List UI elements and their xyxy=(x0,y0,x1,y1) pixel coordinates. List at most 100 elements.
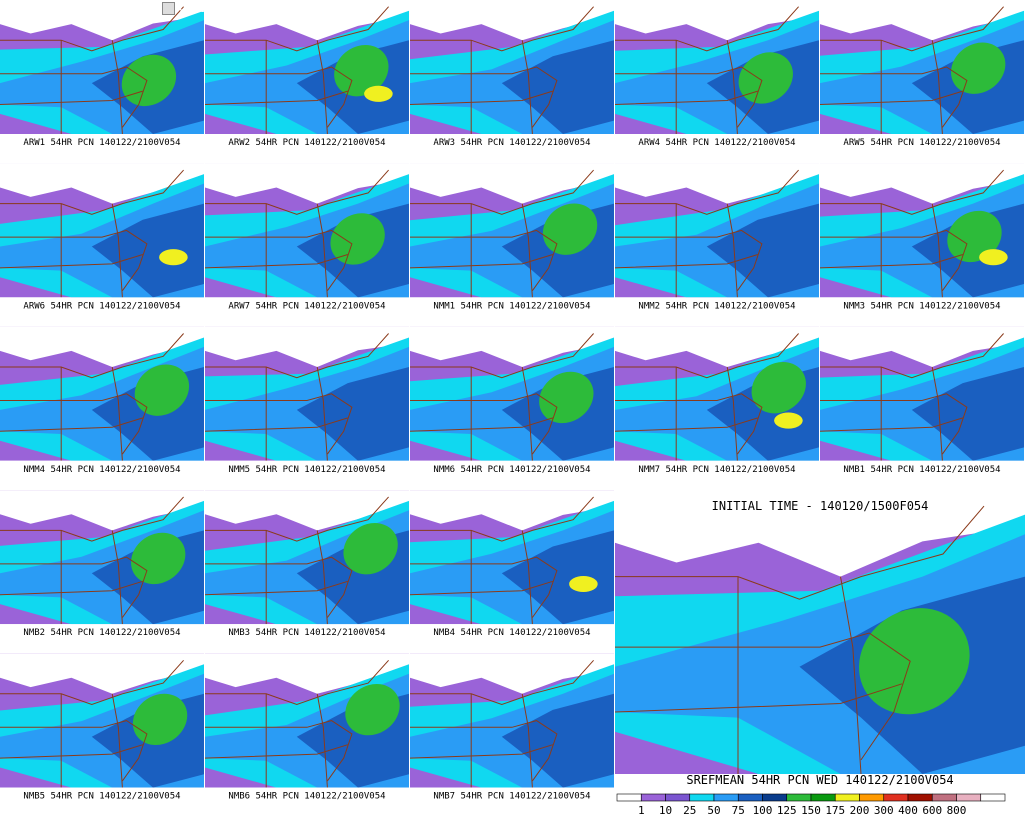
field-green xyxy=(334,44,389,97)
map-field xyxy=(410,163,614,298)
boundary xyxy=(615,333,799,379)
checkbox[interactable] xyxy=(162,1,175,15)
boundary xyxy=(410,744,553,759)
field-white xyxy=(615,326,819,367)
boundary xyxy=(205,6,389,52)
boundary xyxy=(111,203,123,298)
main-label: SREFMEAN 54HR PCN WED 140122/2100V054 xyxy=(686,773,953,787)
boundary xyxy=(111,40,123,134)
field-green xyxy=(132,693,188,746)
boundary xyxy=(0,169,184,215)
panel-label: ARW4 54HR PCN 140122/2100V054 xyxy=(638,138,795,148)
boundary xyxy=(615,254,758,269)
map-field xyxy=(820,0,1024,134)
field-green xyxy=(751,362,806,414)
label-strip xyxy=(0,787,204,817)
field-white xyxy=(0,490,204,531)
boundary xyxy=(615,169,799,215)
map-field xyxy=(0,0,204,134)
boundary xyxy=(0,659,184,706)
field-white xyxy=(410,326,614,367)
field-green xyxy=(738,52,793,104)
field-navy xyxy=(501,40,614,134)
field-white xyxy=(410,490,614,531)
map-field xyxy=(0,653,204,788)
boundary xyxy=(820,229,968,291)
panel: NMM2 54HR PCN 140122/2100V054 xyxy=(615,163,819,327)
label-strip xyxy=(410,134,614,164)
map-field xyxy=(0,490,204,625)
field-white xyxy=(410,163,614,204)
boundary xyxy=(726,366,738,461)
colorbar-label: 800 xyxy=(947,804,967,817)
boundary xyxy=(205,90,348,105)
field-navy xyxy=(911,367,1024,461)
label-strip xyxy=(205,460,409,491)
field-navy xyxy=(706,203,819,298)
animate-control[interactable]: CLICK TO ANIMATE xyxy=(162,0,292,16)
boundary xyxy=(0,417,143,432)
panel: NMM6 54HR PCN 140122/2100V054 xyxy=(410,326,614,491)
colorbar-swatch xyxy=(665,793,691,802)
boundary xyxy=(205,333,389,379)
boundary xyxy=(521,366,533,461)
map-field xyxy=(205,0,409,134)
panel-label: NMB3 54HR PCN 140122/2100V054 xyxy=(228,628,385,638)
boundary xyxy=(615,66,763,128)
label-strip xyxy=(410,787,614,817)
boundary xyxy=(0,333,184,379)
panel-label: NMB2 54HR PCN 140122/2100V054 xyxy=(23,628,180,638)
map-field xyxy=(410,490,614,625)
map-field xyxy=(615,492,1025,774)
field-white xyxy=(615,0,819,41)
colorbar-swatch xyxy=(737,793,763,802)
field-green xyxy=(345,683,400,736)
colorbar-swatch xyxy=(931,793,957,802)
boundary xyxy=(0,66,148,128)
panel: ARW7 54HR PCN 140122/2100V054 xyxy=(205,163,409,327)
field-white xyxy=(615,163,819,204)
field-green xyxy=(539,371,594,424)
boundary xyxy=(205,744,348,759)
boundary xyxy=(410,556,558,618)
boundary xyxy=(931,366,943,461)
field-white xyxy=(410,653,614,694)
panel-label: NMB1 54HR PCN 140122/2100V054 xyxy=(843,465,1000,475)
field-white xyxy=(0,163,204,204)
boundary xyxy=(205,720,353,782)
panel-label: NMM1 54HR PCN 140122/2100V054 xyxy=(433,301,590,311)
field-yellow xyxy=(979,249,1008,266)
colorbar-swatch xyxy=(616,793,642,802)
boundary xyxy=(820,417,963,432)
boundary xyxy=(410,417,553,432)
panel: ARW6 54HR PCN 140122/2100V054 xyxy=(0,163,204,327)
label-strip xyxy=(205,134,409,164)
boundary xyxy=(521,693,533,788)
boundary xyxy=(316,366,328,461)
map-field xyxy=(820,326,1024,461)
boundary xyxy=(615,683,903,713)
boundary xyxy=(205,229,353,291)
panel-label: ARW2 54HR PCN 140122/2100V054 xyxy=(228,138,385,148)
panel: NMM1 54HR PCN 140122/2100V054 xyxy=(410,163,614,327)
boundary xyxy=(410,720,558,782)
main-panel: INITIAL TIME - 140120/1500F054 SREFMEAN 5… xyxy=(615,492,1025,817)
colorbar-label: 1 xyxy=(638,804,645,817)
colorbar-swatch xyxy=(640,793,666,802)
panel-label: NMB4 54HR PCN 140122/2100V054 xyxy=(433,628,590,638)
map-field xyxy=(0,326,204,461)
panel-label: NMM5 54HR PCN 140122/2100V054 xyxy=(228,465,385,475)
field-white xyxy=(205,653,409,694)
field-white xyxy=(0,326,204,367)
initial-time: INITIAL TIME - 140120/1500F054 xyxy=(712,499,929,513)
label-strip xyxy=(615,134,819,164)
boundary xyxy=(820,6,1004,52)
colorbar-label: 175 xyxy=(825,804,845,817)
panel-label: NMM7 54HR PCN 140122/2100V054 xyxy=(638,465,795,475)
map-field xyxy=(205,326,409,461)
animate-label[interactable]: CLICK TO ANIMATE xyxy=(179,1,292,15)
field-green xyxy=(947,210,1002,263)
field-yellow xyxy=(569,575,598,593)
boundary xyxy=(615,417,758,432)
